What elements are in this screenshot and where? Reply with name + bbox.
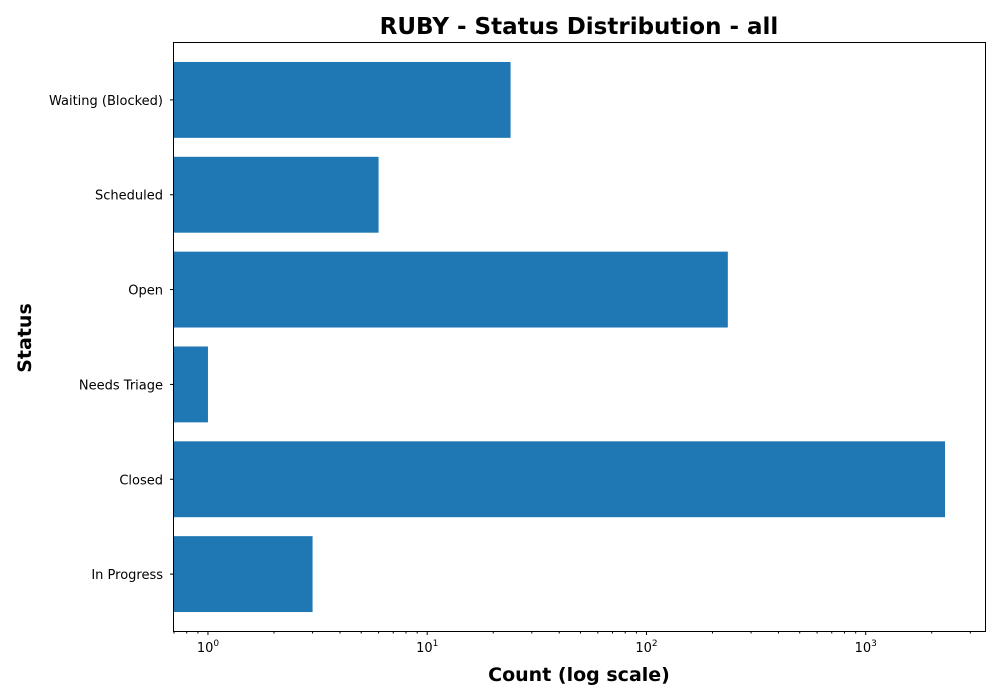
y-tick-label: Scheduled xyxy=(95,189,163,204)
bar-closed xyxy=(174,441,946,518)
bar-needs-triage xyxy=(174,346,208,423)
y-axis-label: Status xyxy=(14,303,36,373)
bar-scheduled xyxy=(174,156,379,233)
y-tick-label: Waiting (Blocked) xyxy=(49,94,163,109)
x-axis-ticks: 100 101 102 103 xyxy=(173,631,971,656)
bar-waiting-blocked xyxy=(174,61,511,138)
x-tick-label: 101 xyxy=(416,639,438,656)
x-tick-label: 102 xyxy=(635,639,657,656)
y-axis-ticks: In Progress Closed Needs Triage Open Schedul… xyxy=(49,94,174,583)
y-tick-label: Closed xyxy=(119,473,163,488)
x-tick-label: 100 xyxy=(197,639,220,656)
bar-open xyxy=(174,251,728,328)
bar-in-progress xyxy=(174,536,313,613)
y-tick-label: Open xyxy=(128,284,163,299)
x-tick-label: 103 xyxy=(855,639,877,656)
chart-title: RUBY - Status Distribution - all xyxy=(380,14,779,40)
x-axis-label: Count (log scale) xyxy=(488,664,670,686)
y-tick-label: In Progress xyxy=(91,568,163,583)
bar-group xyxy=(174,61,946,613)
plot-frame xyxy=(173,42,986,632)
y-tick-label: Needs Triage xyxy=(79,378,163,393)
